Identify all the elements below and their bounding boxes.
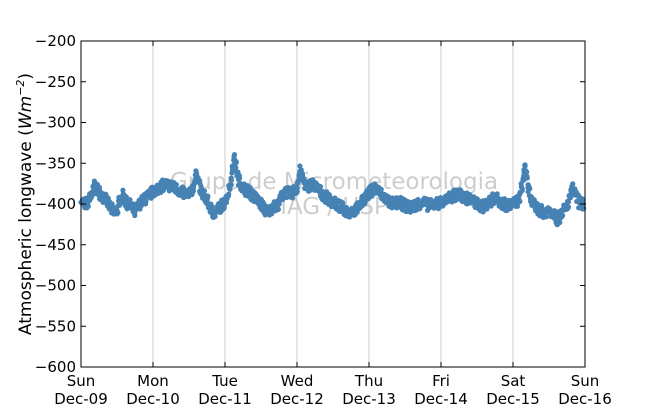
y-tick-label: −250 (35, 73, 76, 91)
watermark-line-1: Grupo de Micrometeorologia (170, 169, 498, 195)
x-tick-label-date: Dec-12 (270, 390, 324, 408)
y-axis-label-text: Atmospheric longwave (16, 141, 36, 335)
x-tick-label-date: Dec-13 (342, 390, 396, 408)
data-point (570, 181, 576, 187)
y-tick-label: −450 (35, 236, 76, 254)
data-point (543, 214, 550, 220)
data-point (132, 212, 138, 219)
y-tick-labels: −200 −250 −300 −350 −400 −450 −500 −550 −600 (35, 32, 76, 376)
x-tick-label-date: Dec-16 (558, 390, 612, 408)
data-point (524, 173, 530, 179)
x-tick-labels: SunDec-09MonDec-10TueDec-11WedDec-12ThuD… (54, 372, 612, 408)
y-tick-label: −600 (35, 358, 76, 376)
data-point (236, 175, 243, 181)
x-tick-label-date: Dec-11 (198, 390, 252, 408)
data-point (233, 159, 239, 165)
data-point (565, 199, 572, 205)
data-point (559, 212, 565, 218)
data-point (289, 195, 296, 201)
x-tick-label-day: Sat (501, 372, 526, 390)
data-point (519, 187, 525, 194)
y-tick-label: −350 (35, 154, 76, 172)
x-tick-label-day: Tue (211, 372, 238, 390)
data-point (317, 184, 324, 190)
x-tick-label-day: Wed (281, 372, 314, 390)
y-axis-label-unit-open: ( (16, 129, 36, 136)
data-point (143, 198, 149, 204)
data-point (524, 169, 530, 175)
y-axis-label-unit-base: Wm (16, 96, 36, 129)
data-point (294, 186, 300, 192)
data-point (190, 188, 196, 194)
data-point (173, 182, 179, 188)
x-tick-label-day: Fri (432, 372, 450, 390)
x-tick-label-day: Sun (571, 372, 600, 390)
y-axis-label: Atmospheric longwave (Wm−2) (14, 73, 36, 335)
data-point (205, 193, 211, 199)
data-point (580, 206, 586, 212)
data-point (275, 206, 281, 212)
x-tick-label-date: Dec-14 (414, 390, 468, 408)
data-point (527, 186, 533, 192)
y-tick-label: −400 (35, 195, 76, 213)
data-point (228, 177, 235, 183)
data-point (340, 200, 346, 206)
x-tick-label-date: Dec-09 (54, 390, 108, 408)
data-point (517, 198, 523, 204)
x-tick-label-day: Sun (67, 372, 96, 390)
y-tick-label: −200 (35, 32, 76, 50)
data-point (115, 210, 121, 216)
x-tick-label-date: Dec-10 (126, 390, 180, 408)
data-point (580, 196, 586, 202)
y-tick-label: −300 (35, 114, 76, 132)
data-point (231, 152, 238, 158)
data-point (297, 163, 303, 169)
y-tick-label: −500 (35, 277, 76, 295)
x-tick-label-date: Dec-15 (486, 390, 540, 408)
data-point (262, 212, 268, 218)
data-point (201, 188, 207, 194)
x-tick-label-day: Thu (354, 372, 383, 390)
x-tick-label-day: Mon (137, 372, 169, 390)
y-axis-label-unit-close: ) (16, 73, 36, 80)
data-point (228, 182, 234, 188)
data-point (85, 203, 91, 209)
data-point (212, 213, 218, 220)
data-point (233, 164, 239, 171)
y-tick-label: −550 (35, 317, 76, 335)
y-axis-label-unit-exp: −2 (14, 80, 27, 96)
data-point (522, 163, 528, 169)
data-point (514, 203, 521, 209)
data-point (565, 204, 572, 210)
data-point (494, 191, 500, 197)
data-point (221, 205, 227, 211)
scatter-points (78, 152, 587, 228)
data-point (227, 186, 233, 192)
data-point (299, 171, 306, 177)
axis-ticks (80, 40, 586, 368)
data-point (226, 191, 232, 197)
data-point (557, 219, 563, 226)
data-point (378, 186, 384, 192)
data-point (301, 176, 307, 182)
